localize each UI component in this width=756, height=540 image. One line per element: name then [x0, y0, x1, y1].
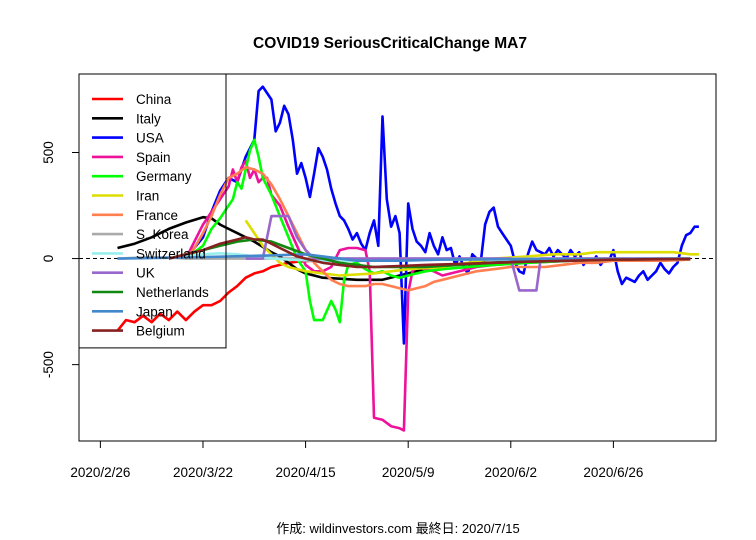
- y-tick-label: -500: [41, 351, 56, 378]
- legend-label: Germany: [136, 169, 192, 184]
- chart-caption: 作成: wildinvestors.com 最終日: 2020/7/15: [276, 521, 519, 536]
- legend-label: Spain: [136, 150, 171, 165]
- legend-label: Japan: [136, 304, 173, 319]
- legend-label: Switzerland: [136, 246, 206, 261]
- series-line-france: [184, 166, 691, 292]
- legend: China Italy USA Spain Germany Iran France S. Ko…: [78, 73, 227, 349]
- legend-label: Netherlands: [136, 285, 209, 300]
- series-line-japan: [117, 253, 691, 262]
- y-tick-label: 500: [41, 141, 56, 164]
- legend-label: Iran: [136, 189, 159, 204]
- series-group: [116, 85, 699, 432]
- legend-box: [78, 73, 227, 349]
- legend-label: UK: [136, 266, 155, 281]
- legend-label: Belgium: [136, 324, 185, 339]
- axes-group: 2020/2/26 2020/3/22 2020/4/15 2020/5/9 2020/…: [41, 141, 643, 480]
- legend-label: Italy: [136, 111, 161, 126]
- legend-label: France: [136, 208, 178, 223]
- y-tick-label: 0: [41, 255, 56, 263]
- x-tick-label: 2020/6/2: [485, 465, 538, 480]
- x-tick-label: 2020/4/15: [276, 465, 336, 480]
- x-tick-label: 2020/6/26: [583, 465, 643, 480]
- x-tick-label: 2020/3/22: [173, 465, 233, 480]
- x-tick-label: 2020/5/9: [382, 465, 435, 480]
- legend-label: S. Korea: [136, 227, 189, 242]
- series-line-belgium: [168, 236, 691, 269]
- legend-label: China: [136, 92, 172, 107]
- x-tick-label: 2020/2/26: [70, 465, 130, 480]
- series-line-usa: [184, 85, 699, 345]
- legend-label: USA: [136, 131, 164, 146]
- series-line-germany: [185, 138, 691, 324]
- chart-title: COVID19 SeriousCriticalChange MA7: [253, 35, 527, 52]
- series-line-spain: [184, 159, 691, 432]
